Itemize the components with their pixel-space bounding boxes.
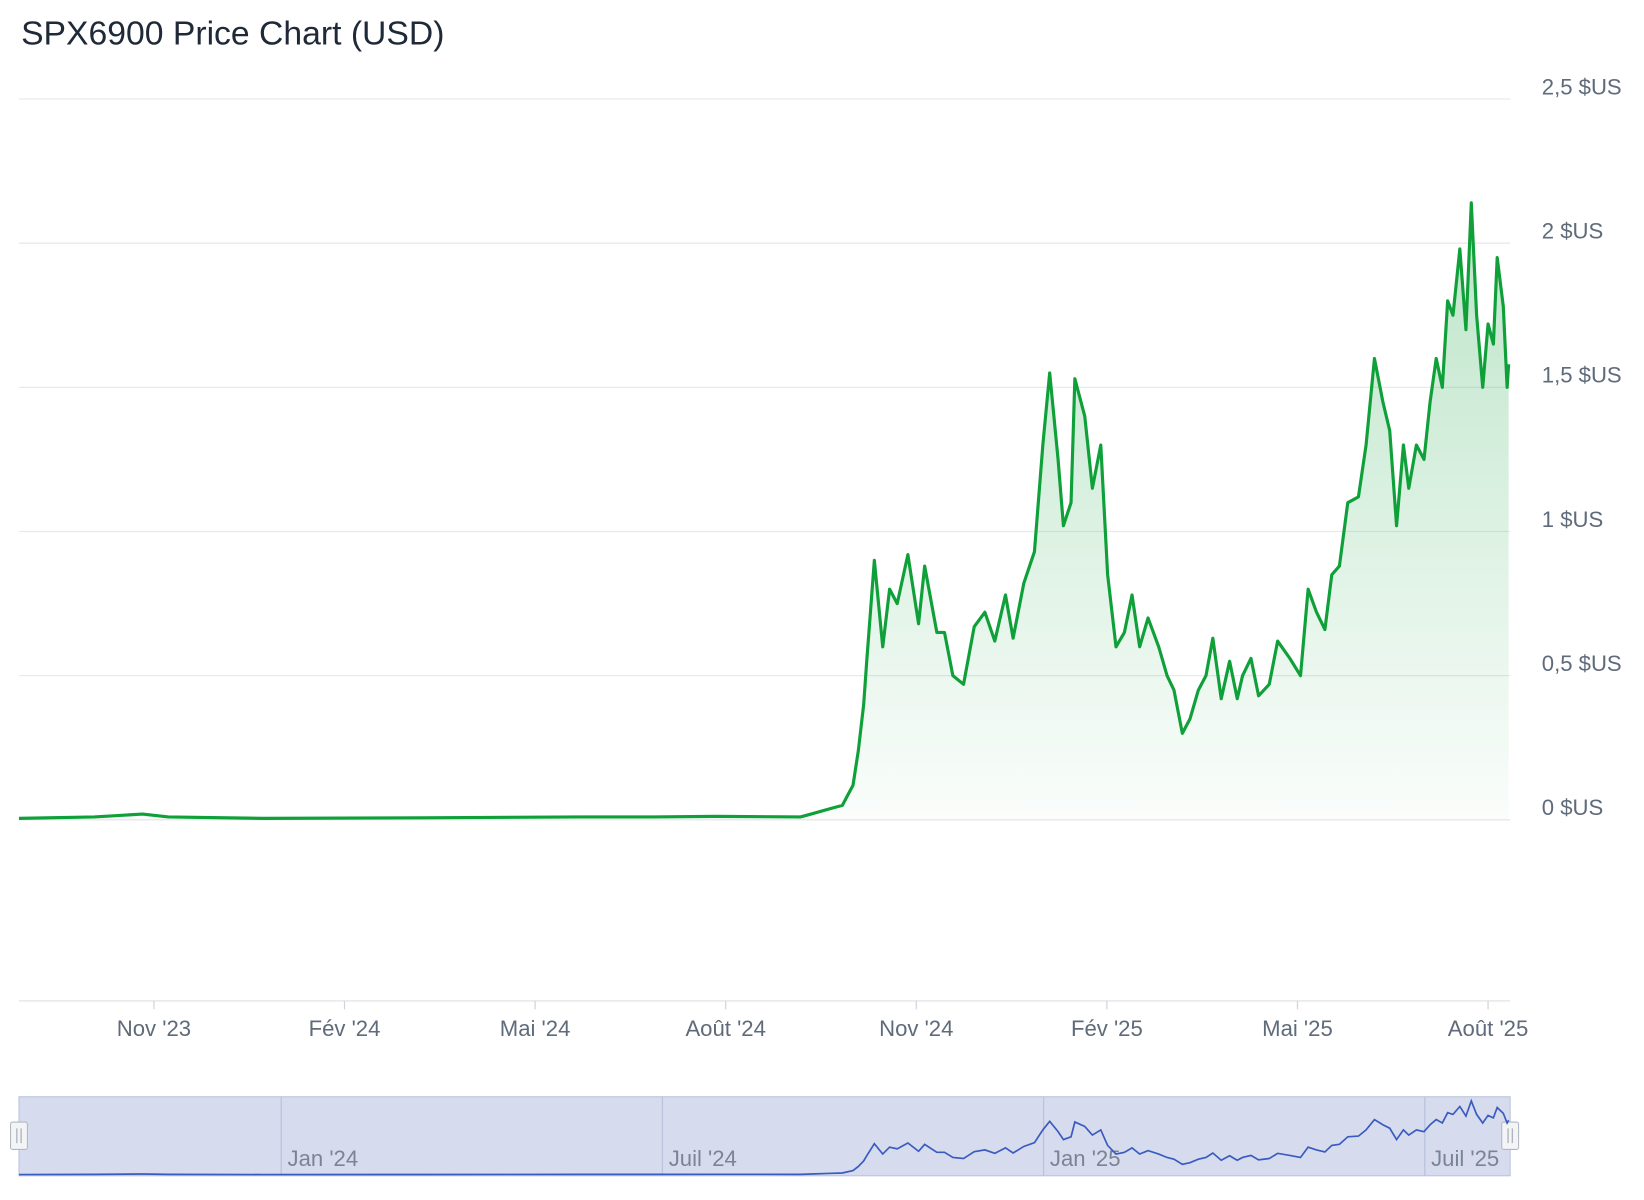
navigator-line [18, 1098, 1510, 1176]
y-tick-label: 1 $US [1542, 507, 1603, 532]
x-tick-label: Nov '24 [879, 1016, 953, 1041]
navigator-tick-label: Jan '24 [288, 1146, 359, 1171]
y-tick-label: 0 $US [1542, 795, 1603, 820]
plot: 0 $US 0,5 $US 1 $US 1,5 $US 2 $US 2,5 $US Nov … [16, 74, 1622, 1176]
price-line [18, 201, 1511, 820]
navigator-handle-right[interactable] [1501, 1121, 1520, 1150]
y-tick-label: 2 $US [1542, 219, 1603, 244]
x-tick-label: Nov '23 [117, 1016, 191, 1041]
y-tick-label: 1,5 $US [1542, 363, 1622, 388]
navigator-tick-label: Juil '25 [1431, 1146, 1499, 1171]
x-tick-label: Août '24 [685, 1016, 765, 1041]
navigator-window[interactable] [18, 1096, 1511, 1177]
y-tick-label: 0,5 $US [1542, 651, 1622, 676]
x-tick-label: Mai '25 [1262, 1016, 1333, 1041]
x-tick-label: Août '25 [1448, 1016, 1528, 1041]
y-tick-label: 2,5 $US [1542, 74, 1622, 99]
chart-title: SPX6900 Price Chart (USD) [21, 15, 444, 53]
navigator-tick-label: Jan '25 [1050, 1146, 1121, 1171]
area [18, 202, 1509, 820]
x-tick-label: Fév '25 [1071, 1016, 1143, 1041]
x-tick-label: Mai '24 [500, 1016, 571, 1041]
x-tick-label: Fév '24 [309, 1016, 381, 1041]
navigator-handle-left[interactable] [10, 1121, 28, 1150]
navigator-tick-label: Juil '24 [669, 1146, 737, 1171]
